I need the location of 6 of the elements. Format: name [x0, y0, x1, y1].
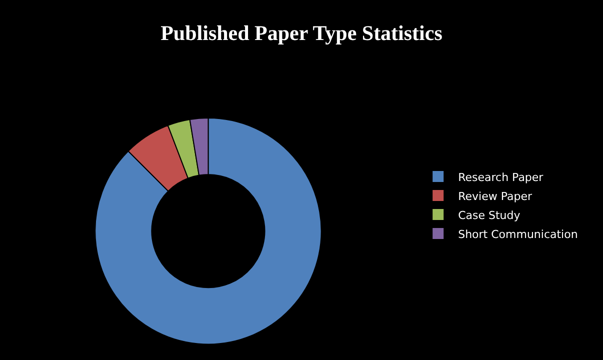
chart-title: Published Paper Type Statistics — [160, 20, 442, 45]
donut-slice — [94, 118, 322, 345]
legend-label: Case Study — [458, 208, 521, 222]
legend-label: Research Paper — [458, 170, 544, 184]
legend-label: Short Communication — [458, 228, 578, 241]
legend-label: Review Paper — [458, 190, 532, 203]
